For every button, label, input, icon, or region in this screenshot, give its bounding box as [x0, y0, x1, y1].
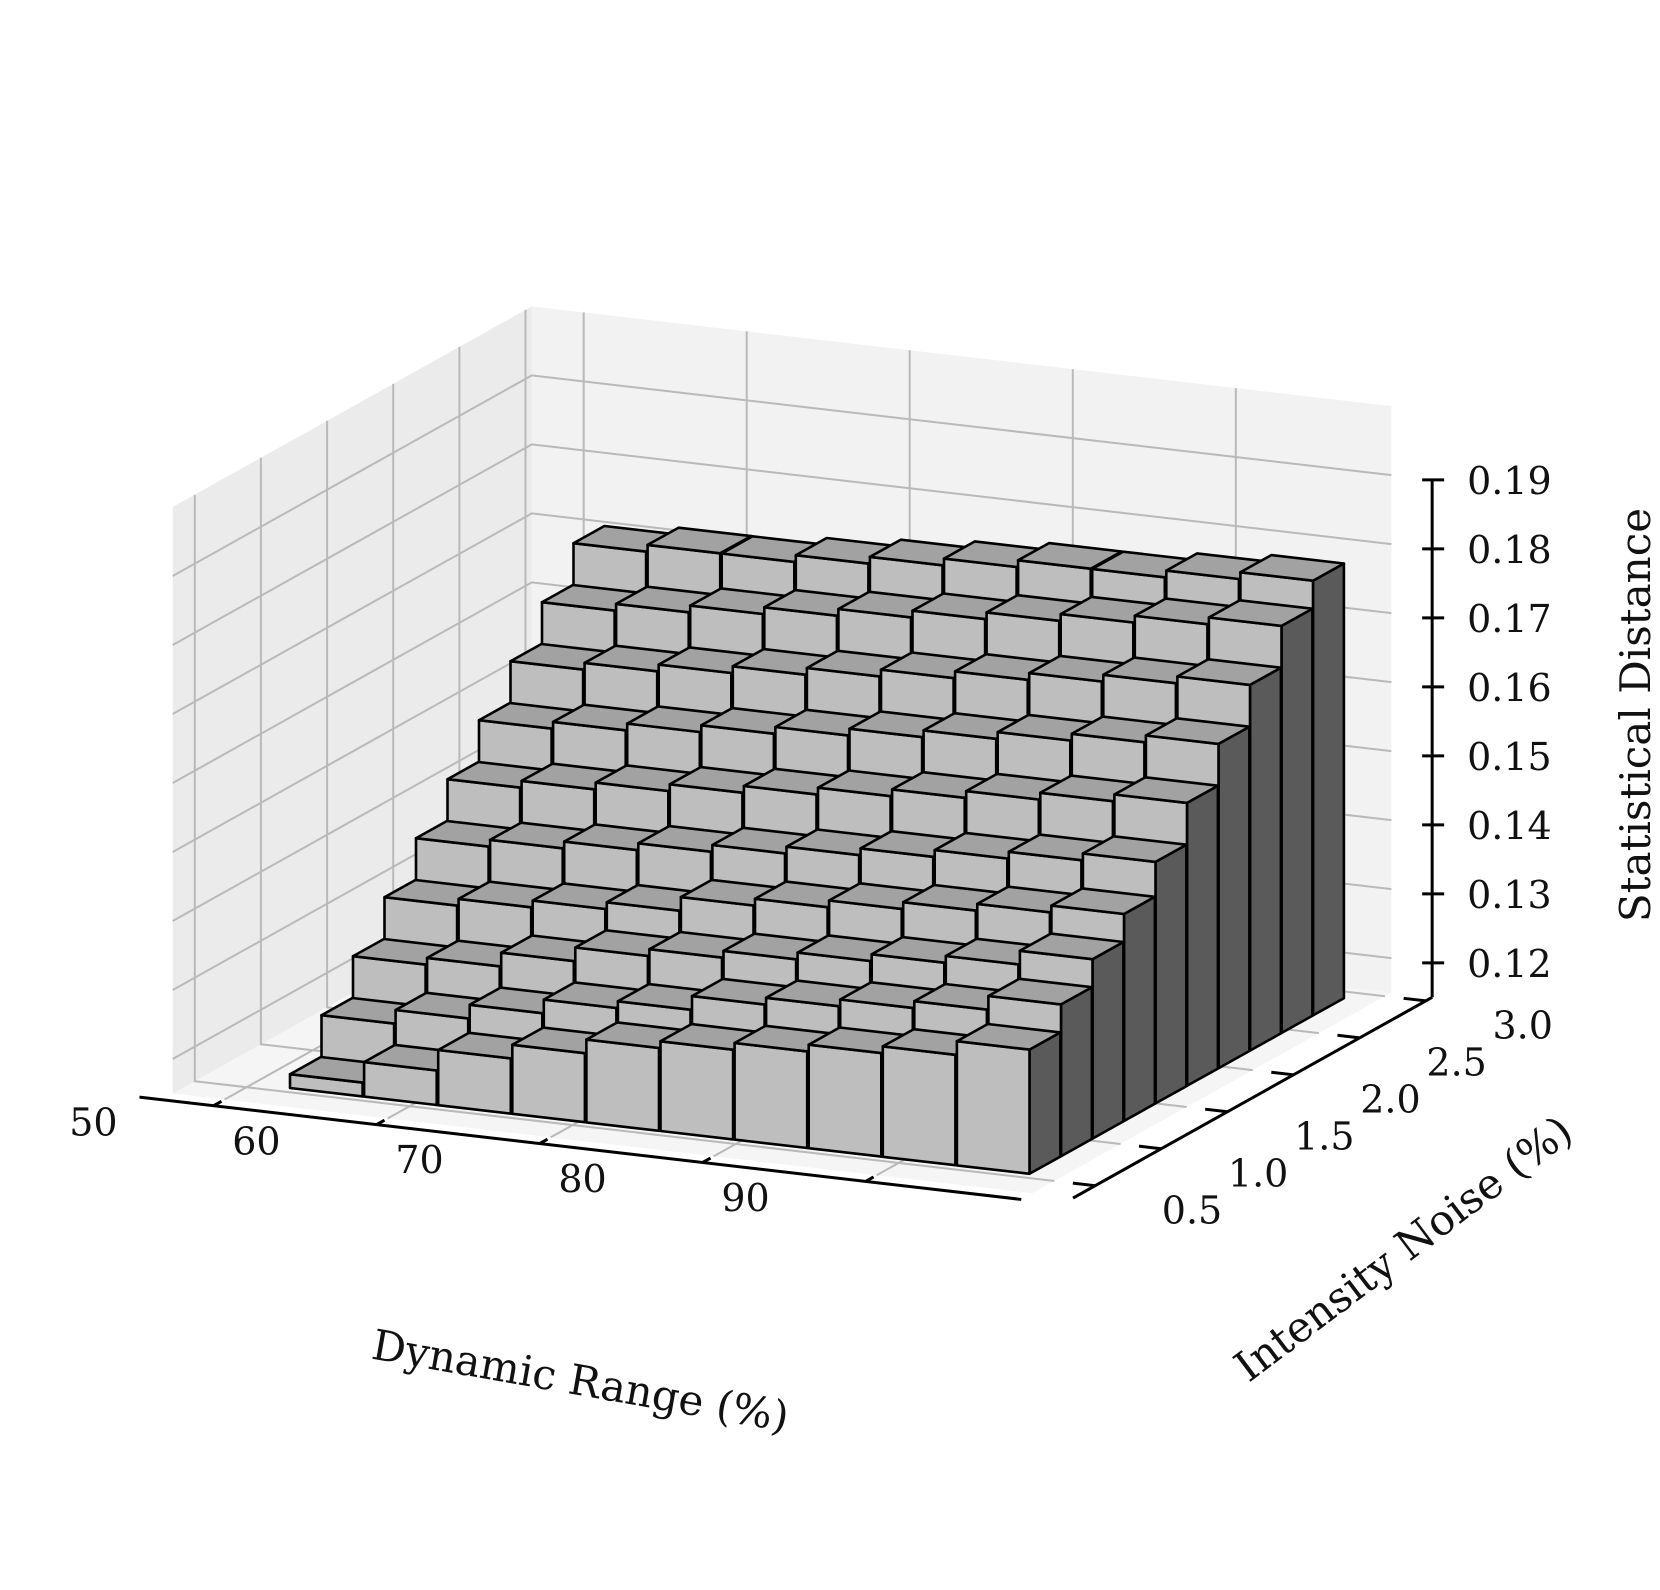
grid-line-y: [193, 494, 1055, 1182]
bar-top: [1207, 598, 1314, 628]
tick-labels: 50 60 70 80 90 0.51.01.52.02.53.0 0.12 0.13 0.14…: [69, 459, 1553, 1233]
z-tick-label: 0.12: [1467, 942, 1552, 986]
grid-line-z: [172, 374, 1392, 577]
bar-front: [585, 1038, 661, 1133]
bar-side: [1091, 940, 1125, 1140]
y-tick-label: 3.0: [1493, 1004, 1553, 1048]
y-axis-label: Intensity Noise (%): [1225, 1106, 1581, 1391]
bar-top: [1081, 834, 1188, 864]
y-tick-label: 0.5: [1162, 1188, 1222, 1232]
bar-front: [659, 1040, 735, 1141]
z-tick-label: 0.18: [1467, 528, 1552, 572]
bar-top: [1050, 887, 1157, 916]
y-tick: [1204, 1107, 1228, 1114]
y-tick-label: 1.5: [1294, 1115, 1354, 1159]
z-tick-label: 0.13: [1467, 873, 1552, 917]
bar-top: [955, 1022, 1062, 1051]
x-tick: [701, 1156, 712, 1164]
x-tick-label: 70: [395, 1138, 443, 1182]
bar-top: [1018, 932, 1125, 961]
bar-front: [436, 1048, 513, 1115]
bar-side: [1028, 1031, 1062, 1176]
bar-side: [1280, 607, 1314, 1035]
bar-top: [1113, 775, 1220, 805]
x-tick-label: 60: [232, 1119, 280, 1163]
x-tick: [864, 1175, 875, 1183]
grid-line-z: [172, 443, 1392, 646]
z-tick-label: 0.14: [1467, 804, 1552, 848]
z-tick-label: 0.15: [1467, 735, 1552, 779]
x-tick: [375, 1118, 386, 1126]
bar-front: [733, 1041, 809, 1150]
bar-side: [1122, 895, 1157, 1123]
bar-top: [987, 977, 1094, 1006]
bar-top: [1144, 716, 1251, 746]
x-tick: [538, 1137, 549, 1145]
bar-front: [807, 1043, 883, 1158]
y-tick: [1403, 996, 1427, 1003]
y-tick: [1138, 1144, 1162, 1151]
bar-side: [1248, 666, 1283, 1052]
x-tick-label: 50: [69, 1100, 117, 1144]
z-tick-label: 0.16: [1467, 666, 1552, 710]
x-axis-line: [139, 1095, 1022, 1201]
y-tick-label: 1.0: [1228, 1152, 1288, 1196]
y-tick: [1072, 1181, 1096, 1188]
y-tick: [1271, 1070, 1294, 1077]
bar-side: [1059, 985, 1094, 1158]
bar-top: [1239, 553, 1346, 583]
bar-front: [510, 1043, 587, 1124]
bar-top: [1176, 657, 1283, 687]
bar-side: [1217, 725, 1251, 1070]
bar-front: [955, 1039, 1031, 1176]
bar-side: [1154, 843, 1188, 1105]
y-axis-line: [1072, 996, 1433, 1200]
z-axis-label: Statistical Distance: [1611, 508, 1660, 922]
x-tick-label: 80: [558, 1157, 606, 1201]
x-axis-label: Dynamic Range (%): [368, 1320, 792, 1442]
y-tick-label: 2.5: [1426, 1041, 1486, 1085]
bar-9-0: [955, 1022, 1062, 1176]
x-tick: [212, 1099, 223, 1108]
x-tick-label: 90: [721, 1176, 769, 1220]
bar-front: [881, 1045, 957, 1167]
bar-side: [1311, 562, 1346, 1017]
bar-side: [1185, 784, 1220, 1088]
axis-lines: [139, 479, 1434, 1201]
z-tick-label: 0.19: [1467, 459, 1552, 503]
y-tick: [1337, 1033, 1360, 1040]
y-tick-label: 2.0: [1360, 1078, 1420, 1122]
bars: [288, 524, 1346, 1176]
z-tick-label: 0.17: [1467, 597, 1552, 641]
